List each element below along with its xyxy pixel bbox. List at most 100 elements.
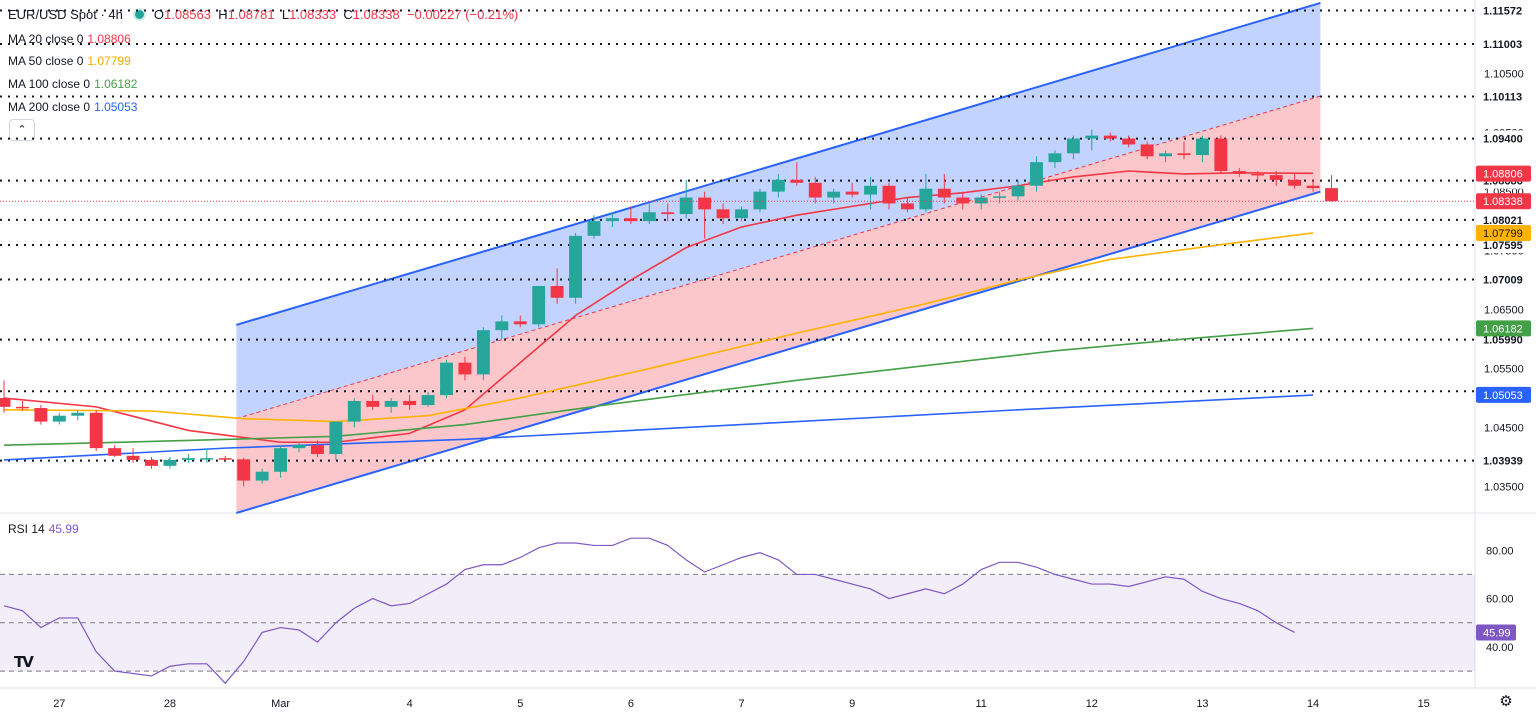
candle-body xyxy=(1214,138,1228,171)
candle-body xyxy=(716,209,730,219)
candle xyxy=(421,392,435,407)
candle-body xyxy=(1269,175,1283,180)
ma200-legend[interactable]: MA 200 close 0 1.05053 xyxy=(8,100,138,114)
candle-body xyxy=(661,212,675,215)
candle-body xyxy=(679,197,693,215)
tradingview-logo-icon[interactable]: TV xyxy=(14,653,34,671)
candle xyxy=(1177,141,1191,160)
candle-body xyxy=(993,196,1007,198)
level-tag-label: 1.07009 xyxy=(1483,275,1523,287)
level-tag-bg xyxy=(1477,237,1531,254)
last-price-tag: 1.08338 xyxy=(1483,196,1523,208)
candle-body xyxy=(569,235,583,298)
ma100-legend[interactable]: MA 100 close 0 1.06182 xyxy=(8,77,138,91)
level-tag-bg xyxy=(1477,88,1531,105)
time-tick-label: Mar xyxy=(271,698,290,710)
rsi-value-tag: 45.99 xyxy=(1483,627,1511,639)
candle xyxy=(937,173,951,204)
candle xyxy=(974,194,988,210)
chevron-up-icon[interactable]: ⌃ xyxy=(9,119,35,141)
time-tick-label: 11 xyxy=(975,698,986,710)
time-tick-label: 14 xyxy=(1307,698,1319,710)
candle-body xyxy=(1306,185,1320,189)
candle-body xyxy=(919,188,933,210)
candle xyxy=(145,456,158,469)
candle-body xyxy=(937,188,951,198)
level-tag-label: 1.08021 xyxy=(1483,215,1523,227)
candle xyxy=(642,203,656,225)
ma-line-ma200 xyxy=(3,394,1314,461)
candle xyxy=(1066,135,1080,160)
rsi-tick-label: 60.00 xyxy=(1486,594,1514,606)
candle-body xyxy=(900,203,914,210)
time-tick-label: 12 xyxy=(1086,698,1098,710)
candle-body xyxy=(1195,138,1209,156)
ma50-legend[interactable]: MA 50 close 0 1.07799 xyxy=(8,54,131,68)
candle xyxy=(845,182,859,198)
candle xyxy=(347,398,361,428)
time-tick-label: 4 xyxy=(407,698,413,710)
candle xyxy=(71,409,85,421)
candle-body xyxy=(15,406,29,409)
rsi-legend[interactable]: RSI 14 45.99 xyxy=(8,522,79,536)
time-tick-label: 15 xyxy=(1418,698,1430,710)
candle-body xyxy=(366,400,380,407)
channel-upper-line xyxy=(236,1,1321,326)
candle xyxy=(532,285,546,328)
ma-line-ma50 xyxy=(3,232,1314,423)
rsi-tick-label: 40.00 xyxy=(1486,642,1514,654)
candle-body xyxy=(200,458,214,460)
candle-body xyxy=(642,212,656,222)
candle xyxy=(403,395,417,410)
candle-body xyxy=(440,362,453,396)
channel-lower-fill xyxy=(236,96,1321,513)
candle xyxy=(771,173,785,198)
candle-body xyxy=(587,221,601,236)
candle-body xyxy=(0,398,11,407)
candle xyxy=(52,412,66,425)
candle-body xyxy=(1066,138,1080,154)
candle-body xyxy=(532,285,546,325)
candle-body xyxy=(108,448,122,456)
level-tag-bg xyxy=(1477,130,1531,147)
time-tick-label: 27 xyxy=(53,698,65,710)
candle xyxy=(237,458,251,487)
rsi-line xyxy=(3,537,1295,685)
price-tick-label: 1.06500 xyxy=(1484,305,1524,317)
rsi-tick-label: 80.00 xyxy=(1486,545,1514,557)
rsi-value-tag-bg xyxy=(1476,624,1516,641)
candle xyxy=(384,398,398,413)
level-tag-label: 1.11003 xyxy=(1483,39,1522,51)
ma-price-tag-bg xyxy=(1476,386,1531,403)
candle xyxy=(605,212,619,228)
level-tag-label: 1.05990 xyxy=(1483,335,1523,347)
time-tick-label: 7 xyxy=(738,698,744,710)
gear-icon[interactable]: ⚙ xyxy=(1499,693,1513,710)
candle-body xyxy=(52,415,66,422)
candle-body xyxy=(1103,135,1117,139)
candle xyxy=(126,448,140,463)
candle xyxy=(181,454,195,463)
candle xyxy=(919,173,933,213)
candle-body xyxy=(458,362,472,375)
candle xyxy=(163,456,177,469)
candle-body xyxy=(347,400,361,422)
level-tag-label: 1.11572 xyxy=(1483,5,1522,17)
candle xyxy=(34,405,48,425)
candle-body xyxy=(864,185,878,195)
ma20-legend[interactable]: MA 20 close 0 1.08806 xyxy=(8,32,131,46)
symbol-title[interactable]: EUR/USD Spot · 4h xyxy=(8,7,123,22)
candle-body xyxy=(845,191,859,195)
candle xyxy=(1288,173,1302,189)
candle-body xyxy=(698,197,712,210)
candle xyxy=(108,445,122,457)
candle-body xyxy=(1030,162,1043,186)
time-tick-label: 9 xyxy=(849,698,855,710)
candle-body xyxy=(827,191,841,198)
candle xyxy=(1122,135,1136,148)
candle-body xyxy=(882,185,896,204)
candle-body xyxy=(1159,153,1173,157)
candle xyxy=(458,356,472,381)
candle-body xyxy=(1232,171,1246,174)
